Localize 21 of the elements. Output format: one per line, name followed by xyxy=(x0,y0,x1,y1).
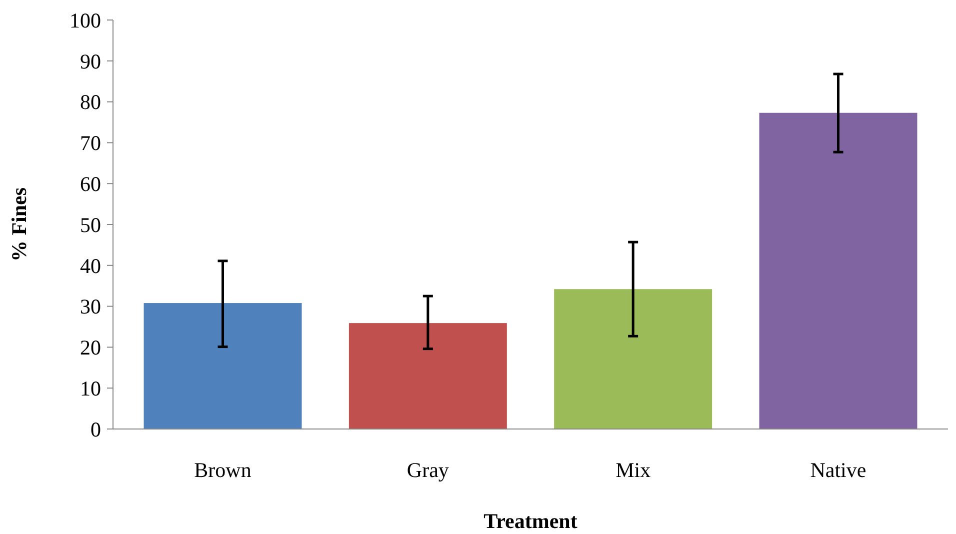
x-tick-label: Mix xyxy=(616,458,652,482)
y-tick-label: 90 xyxy=(80,49,101,74)
x-axis-title: Treatment xyxy=(484,509,578,533)
y-tick-label: 30 xyxy=(80,294,101,319)
y-tick-label: 40 xyxy=(80,254,101,278)
y-tick-label: 0 xyxy=(90,417,101,442)
y-tick-label: 50 xyxy=(80,212,101,237)
bar xyxy=(144,303,302,429)
bar xyxy=(759,112,918,429)
bar xyxy=(554,289,712,429)
y-tick-label: 60 xyxy=(80,172,101,196)
bar xyxy=(348,323,507,429)
y-tick-label: 10 xyxy=(80,376,101,400)
x-tick-label: Gray xyxy=(406,458,450,482)
x-tick-label: Brown xyxy=(194,458,252,482)
y-tick-label: 80 xyxy=(80,90,101,114)
x-tick-label: Native xyxy=(810,458,866,482)
y-tick-label: 70 xyxy=(80,131,101,156)
y-tick-label: 100 xyxy=(70,8,101,32)
y-tick-label: 20 xyxy=(80,336,101,360)
y-axis-title: % Fines xyxy=(7,187,31,262)
